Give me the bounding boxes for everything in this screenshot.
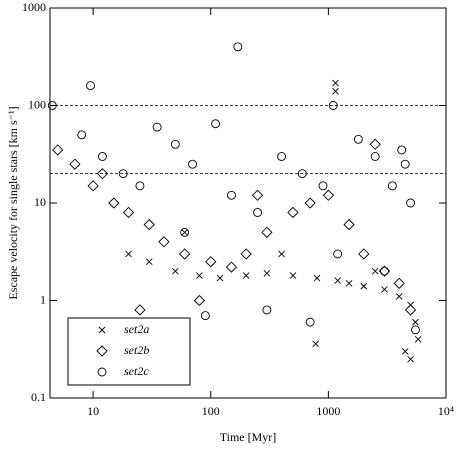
point: [412, 318, 419, 326]
point: [304, 197, 316, 209]
y-tick-label: 100: [28, 97, 46, 111]
point: [404, 304, 417, 316]
point: [395, 293, 403, 300]
point: [205, 256, 217, 268]
point: [180, 227, 190, 237]
point: [400, 159, 410, 169]
point: [334, 277, 342, 284]
point: [411, 325, 420, 335]
point: [69, 158, 81, 170]
point: [312, 340, 319, 348]
point: [145, 258, 153, 266]
x-tick-label: 1000: [316, 404, 340, 418]
point: [360, 282, 368, 290]
point: [47, 101, 57, 110]
point: [332, 87, 339, 95]
point: [170, 139, 180, 149]
x-axis-label: Time [Myr]: [220, 430, 277, 444]
point: [240, 248, 252, 260]
point: [135, 181, 145, 191]
point: [77, 130, 87, 140]
point: [143, 218, 155, 231]
point: [261, 226, 273, 238]
point: [122, 206, 135, 219]
point: [289, 272, 297, 279]
point: [179, 248, 191, 260]
point: [332, 79, 339, 87]
y-axis-label: Escape velocity for single stars [km s⁻¹…: [6, 106, 20, 299]
point: [333, 249, 343, 259]
legend-marker: [97, 367, 107, 377]
point: [322, 189, 335, 201]
point: [371, 267, 379, 275]
point: [370, 152, 380, 161]
point: [118, 169, 128, 179]
point: [263, 270, 271, 277]
y-tick-label: 10: [34, 195, 46, 209]
point: [305, 317, 315, 327]
point: [158, 236, 170, 248]
legend-marker: [96, 345, 108, 357]
legend-marker: [98, 326, 106, 334]
legend-box: [67, 317, 191, 386]
point: [196, 272, 203, 279]
x-tick-label: 100: [202, 404, 220, 418]
point: [343, 218, 355, 231]
point: [358, 248, 370, 260]
point: [393, 277, 405, 289]
point: [251, 189, 264, 201]
point: [318, 181, 328, 191]
point: [216, 274, 224, 282]
y-tick-label: 1000: [22, 0, 46, 14]
y-tick-label: 0.1: [31, 390, 46, 404]
point: [297, 169, 307, 179]
point: [401, 348, 409, 355]
point: [200, 311, 210, 321]
point: [52, 144, 64, 156]
point: [353, 134, 363, 144]
point: [87, 180, 99, 192]
point: [134, 304, 146, 316]
point: [181, 229, 188, 236]
point: [287, 206, 299, 219]
point: [227, 190, 236, 200]
point: [193, 294, 205, 307]
point: [345, 280, 353, 287]
point: [406, 198, 416, 208]
point: [313, 274, 321, 282]
point: [242, 272, 250, 279]
legend-label: set2c: [124, 364, 149, 378]
point: [277, 152, 287, 161]
legend-label: set2a: [124, 322, 149, 336]
point: [253, 207, 263, 217]
point: [108, 197, 120, 209]
x-tick-label: 10: [87, 404, 99, 418]
point: [387, 181, 397, 191]
point: [278, 250, 285, 258]
x-tick-label: 10⁴: [438, 404, 454, 418]
point: [96, 168, 109, 180]
point: [97, 152, 107, 161]
point: [262, 305, 272, 315]
point: [233, 42, 243, 52]
point: [86, 81, 95, 91]
point: [407, 355, 414, 363]
point: [414, 335, 422, 343]
y-tick-label: 1: [40, 292, 46, 306]
point: [378, 265, 391, 277]
point: [369, 138, 381, 150]
point: [397, 145, 407, 155]
point: [188, 159, 197, 169]
point: [380, 266, 389, 276]
point: [172, 267, 179, 275]
point: [152, 122, 162, 132]
point: [328, 101, 338, 110]
point: [125, 250, 132, 258]
legend-label: set2b: [124, 343, 149, 357]
point: [211, 119, 221, 129]
point: [225, 261, 238, 273]
point: [381, 286, 388, 293]
